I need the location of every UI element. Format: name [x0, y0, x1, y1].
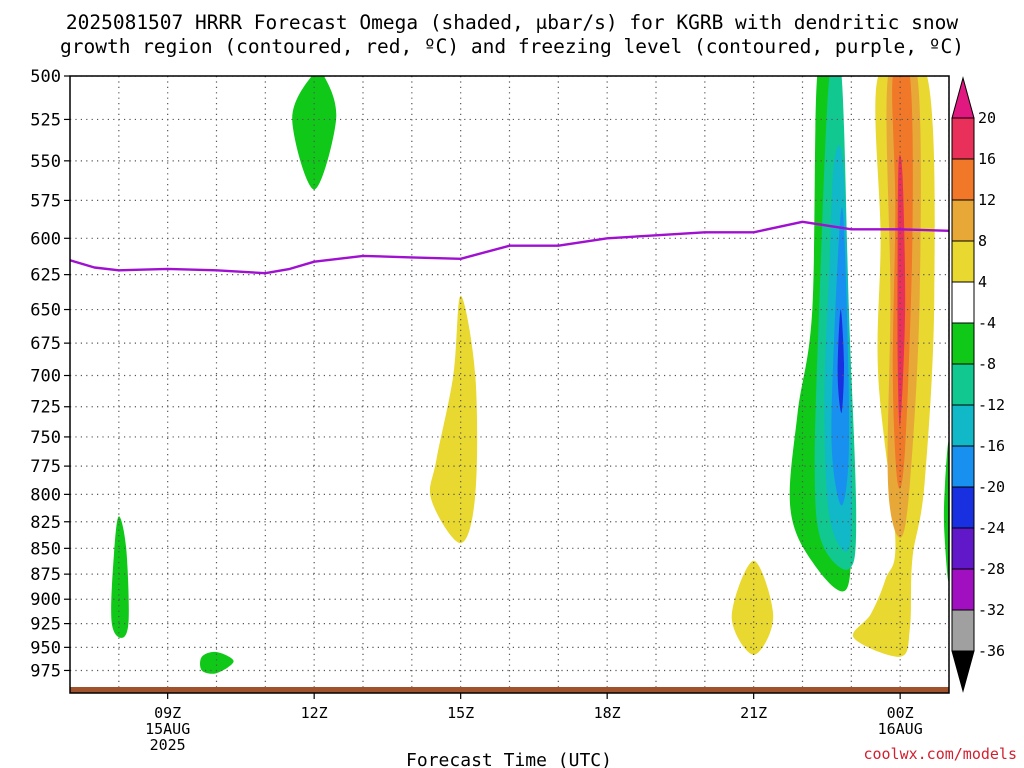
y-tick-label: 675 [30, 334, 61, 354]
y-tick-label: 800 [30, 485, 61, 505]
colorbar-segment [951, 281, 975, 324]
x-tick-label: 18Z [594, 704, 621, 722]
colorbar-segment [951, 568, 975, 611]
x-tick-label: 00Z [887, 704, 914, 722]
y-tick-label: 825 [30, 513, 61, 533]
plot-frame [69, 75, 950, 694]
y-tick-label: 725 [30, 398, 61, 418]
y-tick-label: 600 [30, 229, 61, 249]
ground-surface [70, 687, 949, 693]
y-tick-label: 875 [30, 565, 61, 585]
colorbar-segment [951, 322, 975, 365]
title-line-2: growth region (contoured, red, ºC) and f… [60, 35, 964, 58]
colorbar-label: 8 [978, 232, 987, 250]
freezing-level-contour [70, 220, 949, 275]
colorbar-segment [951, 199, 975, 242]
title-line-1: 2025081507 HRRR Forecast Omega (shaded, … [66, 11, 958, 34]
y-tick-label: 775 [30, 457, 61, 477]
colorbar-segment [951, 240, 975, 283]
colorbar-label: -32 [978, 601, 1005, 619]
credit-label: coolwx.com/models [863, 745, 1017, 763]
omega-region-navy-core-23z [837, 309, 845, 414]
colorbar-label: -28 [978, 560, 1005, 578]
y-tick-label: 525 [30, 110, 61, 130]
omega-region-red-core-0z [897, 154, 906, 427]
colorbar: 20 16 12 8 4 -4 -8 -12 -16 -20 -24 -28 -32 -36 [951, 76, 1005, 693]
colorbar-segment [951, 363, 975, 406]
colorbar-label: -12 [978, 396, 1005, 414]
x-tick-label: 16AUG [878, 720, 923, 738]
colorbar-segment [951, 609, 975, 652]
omega-region-green-edge-25z [943, 441, 949, 582]
colorbar-segment [951, 117, 975, 160]
x-tick-label: 12Z [301, 704, 328, 722]
y-tick-label: 700 [30, 367, 61, 387]
colorbar-bottom-arrow [951, 650, 975, 693]
x-axis-label: Forecast Time (UTC) [406, 750, 612, 768]
colorbar-top-arrow [951, 76, 975, 119]
x-tick-label: 15Z [447, 704, 474, 722]
colorbar-label: -8 [978, 355, 996, 373]
omega-region-green-lobe-0800 [111, 516, 129, 638]
x-tick-label: 15AUG [145, 720, 190, 738]
chart-title: 2025081507 HRRR Forecast Omega (shaded, … [60, 11, 964, 58]
colorbar-segment [951, 527, 975, 570]
omega-region-green-blob-1000 [200, 651, 234, 674]
colorbar-label: 12 [978, 191, 996, 209]
y-tick-label: 550 [30, 152, 61, 172]
colorbar-segment [951, 445, 975, 488]
y-tick-label: 625 [30, 266, 61, 286]
x-tick-label: 09Z [154, 704, 181, 722]
y-tick-label: 950 [30, 638, 61, 658]
y-tick-label: 900 [30, 590, 61, 610]
colorbar-label: 4 [978, 273, 987, 291]
y-tick-label: 750 [30, 428, 61, 448]
y-tick-label: 650 [30, 301, 61, 321]
y-tick-label: 500 [30, 67, 61, 87]
y-tick-label: 850 [30, 539, 61, 559]
colorbar-segment [951, 404, 975, 447]
colorbar-label: 16 [978, 150, 996, 168]
y-axis-ticks: 500 525 550 575 600 625 650 675 700 725 750 775 800 8… [30, 67, 70, 681]
x-tick-label: 21Z [740, 704, 767, 722]
omega-region-yellow-lobe-21z [731, 560, 774, 655]
omega-region-yellow-lobe-15z [429, 295, 478, 544]
freezing-level-line [70, 220, 949, 275]
colorbar-segment [951, 486, 975, 529]
colorbar-label: -16 [978, 437, 1005, 455]
colorbar-label: -24 [978, 519, 1005, 537]
plot-area [70, 76, 949, 693]
colorbar-segment [951, 158, 975, 201]
y-tick-label: 975 [30, 661, 61, 681]
omega-shading [111, 76, 949, 674]
grid-lines [70, 76, 949, 693]
colorbar-label: 20 [978, 109, 996, 127]
y-tick-label: 575 [30, 191, 61, 211]
colorbar-label: -36 [978, 642, 1005, 660]
y-tick-label: 925 [30, 615, 61, 635]
colorbar-label: -4 [978, 314, 996, 332]
x-tick-label: 2025 [150, 736, 186, 754]
colorbar-label: -20 [978, 478, 1005, 496]
